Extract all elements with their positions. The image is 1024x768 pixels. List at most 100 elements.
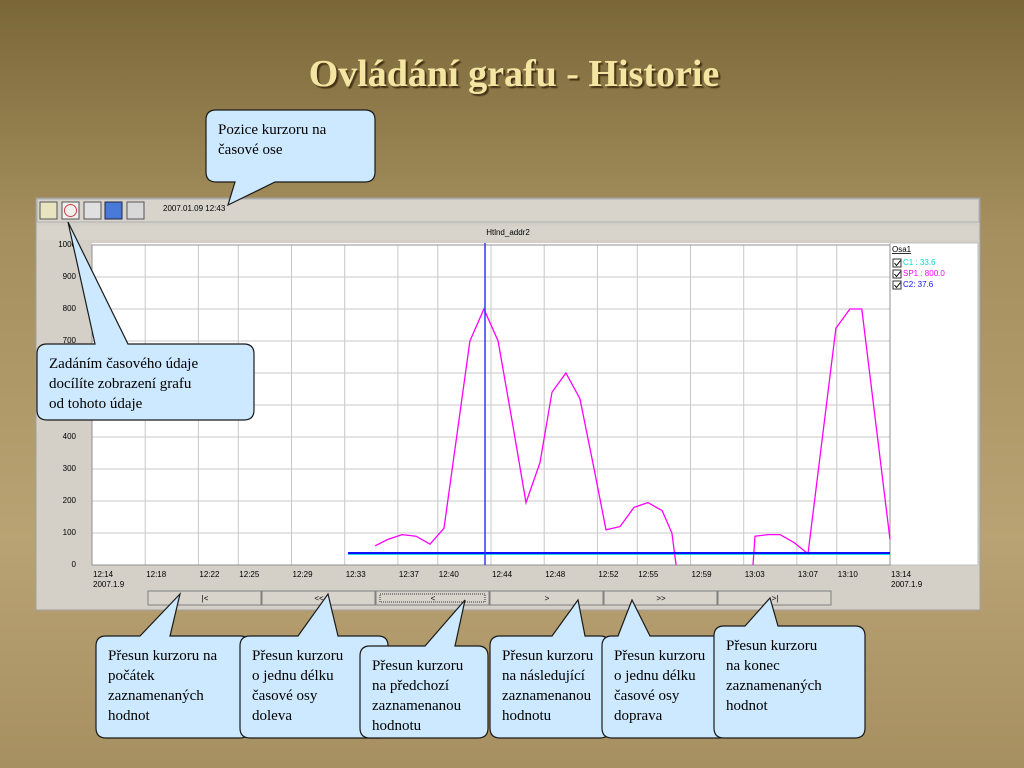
nav-button[interactable] (717, 590, 832, 606)
icon (64, 204, 77, 217)
callout: Přesun kurzoru na následující zaznamenanou… (489, 598, 611, 739)
callout-text: časové osy (252, 688, 318, 704)
legend-check (894, 260, 901, 267)
nav-button-label[interactable]: >> (656, 594, 666, 603)
callout-text: doprava (614, 708, 663, 724)
legend-check (894, 282, 901, 289)
callout-text: hodnot (108, 708, 151, 724)
nav-button-label[interactable]: < (431, 594, 436, 603)
callout-shape (36, 221, 255, 421)
x-date-label: 2007.1.9 (93, 580, 125, 589)
focus-ring (379, 593, 486, 603)
x-date-label: 2007.1.9 (891, 580, 923, 589)
callout-text: hodnotu (502, 708, 552, 724)
x-tick-label: 13:14 (891, 570, 912, 579)
y-tick-label: 700 (63, 336, 77, 345)
nav-button-label[interactable]: |< (202, 594, 209, 603)
y-tick-label: 0 (72, 560, 77, 569)
legend-entry: C2: 37.6 (903, 280, 934, 289)
callout-shape (205, 109, 376, 207)
legend-check (894, 271, 901, 278)
series-line (374, 307, 891, 566)
legend-entry: SP1 : 800.0 (903, 269, 945, 278)
callout-text: zaznamenanou (502, 688, 592, 704)
callout-text: Přesun kurzoru (252, 648, 344, 664)
callout-text: časové ose (218, 142, 283, 158)
x-tick-label: 12:37 (399, 570, 420, 579)
callout-shape (359, 599, 489, 739)
x-tick-label: 13:03 (745, 570, 766, 579)
callout-text: Přesun kurzoru (614, 648, 706, 664)
callout-text: časové osy (614, 688, 680, 704)
nav-button[interactable] (489, 590, 604, 606)
x-tick-label: 12:59 (692, 570, 713, 579)
legend-entry: C1 : 33.6 (903, 258, 936, 267)
toolbar (36, 198, 980, 223)
chart-title-bar (38, 226, 978, 240)
icon-button[interactable] (39, 201, 58, 220)
callout-text: o jednu délku (614, 668, 696, 684)
callout: Pozice kurzoru na časové ose (205, 109, 376, 207)
legend-checkbox[interactable] (892, 269, 902, 279)
nav-button[interactable] (261, 590, 376, 606)
x-tick-label: 12:25 (239, 570, 260, 579)
callout-text: zaznamenaných (726, 678, 822, 694)
x-tick-label: 12:52 (598, 570, 619, 579)
x-tick-label: 12:22 (199, 570, 220, 579)
callout-text: počátek (108, 668, 155, 684)
callout: Přesun kurzoru na předchozí zaznamenanou ho… (359, 599, 489, 739)
callout-text: od tohoto údaje (49, 396, 143, 412)
callout-shape (713, 596, 866, 739)
callout-text: na následující (502, 668, 585, 684)
slide-title: Ovládání grafu - Historie (309, 53, 720, 95)
x-tick-label: 12:55 (638, 570, 659, 579)
chart-title: Htlnd_addr2 (486, 228, 530, 237)
nav-button-label[interactable]: << (314, 594, 324, 603)
icon-button[interactable] (83, 201, 102, 220)
callout-text: Pozice kurzoru na (218, 122, 327, 138)
callout-text: doleva (252, 708, 292, 724)
x-tick-label: 12:18 (146, 570, 167, 579)
callout-text: Přesun kurzoru na (108, 648, 217, 664)
legend-box (889, 242, 979, 566)
x-tick-label: 12:33 (346, 570, 367, 579)
callout-text: na konec (726, 658, 780, 674)
x-tick-label: 12:29 (293, 570, 314, 579)
icon-button[interactable] (104, 201, 123, 220)
callout-text: Přesun kurzoru (726, 638, 818, 654)
callout-text: zaznamenaných (108, 688, 204, 704)
nav-button-label[interactable]: > (545, 594, 550, 603)
y-tick-label: 800 (63, 304, 77, 313)
nav-button-label[interactable]: >| (772, 594, 779, 603)
y-tick-label: 1000 (58, 240, 76, 249)
callout: Přesun kurzoru na konec zaznamenaných hodno… (713, 596, 866, 739)
y-tick-label: 200 (63, 496, 77, 505)
callout-text: na předchozí (372, 678, 449, 694)
callout-text: o jednu délku (252, 668, 334, 684)
y-tick-label: 400 (63, 432, 77, 441)
legend-checkbox[interactable] (892, 280, 902, 290)
timestamp: 2007.01.09 12:43 (163, 204, 226, 213)
callout-text: hodnotu (372, 718, 422, 734)
x-tick-label: 12:14 (93, 570, 114, 579)
callout-text: Zadáním časového údaje (49, 356, 198, 372)
legend-checkbox[interactable] (892, 258, 902, 268)
callout: Přesun kurzoru na počátek zaznamenaných hod… (95, 591, 251, 739)
legend-title: Osa1 (892, 245, 912, 254)
y-tick-label: 100 (63, 528, 77, 537)
x-tick-label: 13:07 (798, 570, 819, 579)
callout-text: Přesun kurzoru (372, 658, 464, 674)
callout: Přesun kurzoru o jednu délku časové osy dop… (601, 598, 731, 739)
callout-text: hodnot (726, 698, 769, 714)
x-tick-label: 12:44 (492, 570, 513, 579)
y-tick-label: 300 (63, 464, 77, 473)
y-tick-label: 900 (63, 272, 77, 281)
callout-text: zaznamenanou (372, 698, 462, 714)
callout: Zadáním časového údaje docílíte zobrazení… (36, 221, 255, 421)
toolbar-icons[interactable] (39, 201, 145, 220)
icon-button[interactable] (126, 201, 145, 220)
callout-text: docílíte zobrazení grafu (49, 376, 192, 392)
callout-text: Přesun kurzoru (502, 648, 594, 664)
